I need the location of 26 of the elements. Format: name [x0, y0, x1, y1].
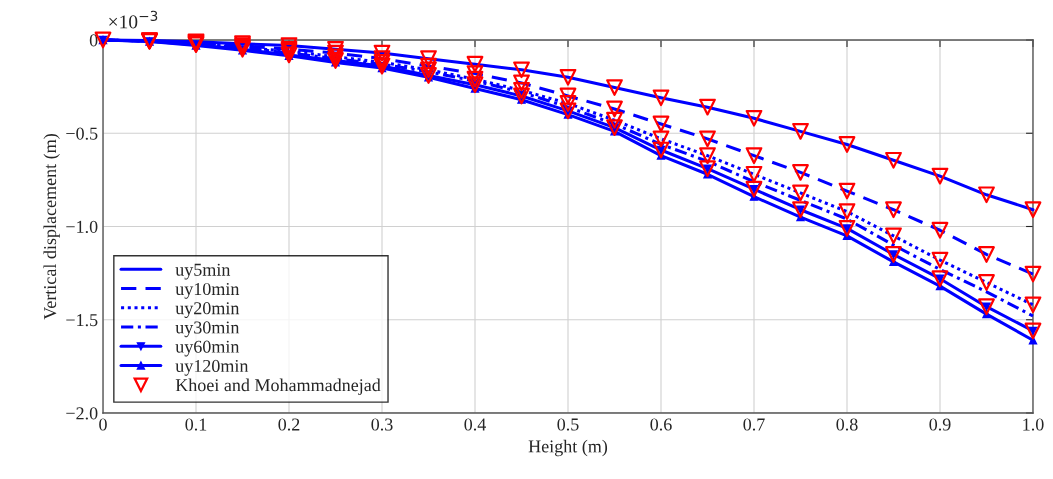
legend-label: uy20min	[175, 302, 240, 319]
x-tick-label: 0.4	[464, 418, 486, 431]
x-tick-label: 0.6	[650, 418, 672, 431]
x-axis-title: Height (m)	[528, 439, 608, 457]
y-axis-title: Vertical displacement (m)	[43, 134, 60, 320]
x-tick-label: 0.9	[929, 418, 951, 431]
y-tick-label: 0	[89, 34, 98, 47]
x-tick-label: 0.7	[743, 418, 765, 431]
legend-label: uy10min	[175, 282, 240, 299]
legend-label: uy30min	[175, 321, 240, 338]
x-tick-label: 0.1	[185, 418, 207, 431]
x-tick-label: 0.3	[371, 418, 393, 431]
text: ×10$^{−3}$	[109, 10, 158, 29]
x-tick-label: 0.2	[278, 418, 300, 431]
x-tick-label: 1.0	[1023, 418, 1044, 431]
x-tick-label: 0.8	[836, 418, 858, 431]
y-tick-label: −1.5	[66, 314, 98, 327]
legend-label: uy120min	[175, 359, 249, 376]
y-tick-label: −2.0	[66, 407, 98, 420]
legend-label: Khoei and Mohammadnejad	[175, 378, 381, 395]
legend-label: uy60min	[175, 340, 240, 357]
x-tick-label: 0.5	[557, 418, 579, 431]
y-tick-label: −0.5	[66, 127, 98, 140]
x-tick-label: 0	[99, 418, 107, 431]
legend-label: uy5min	[175, 263, 231, 280]
y-tick-label: −1.0	[66, 220, 98, 234]
